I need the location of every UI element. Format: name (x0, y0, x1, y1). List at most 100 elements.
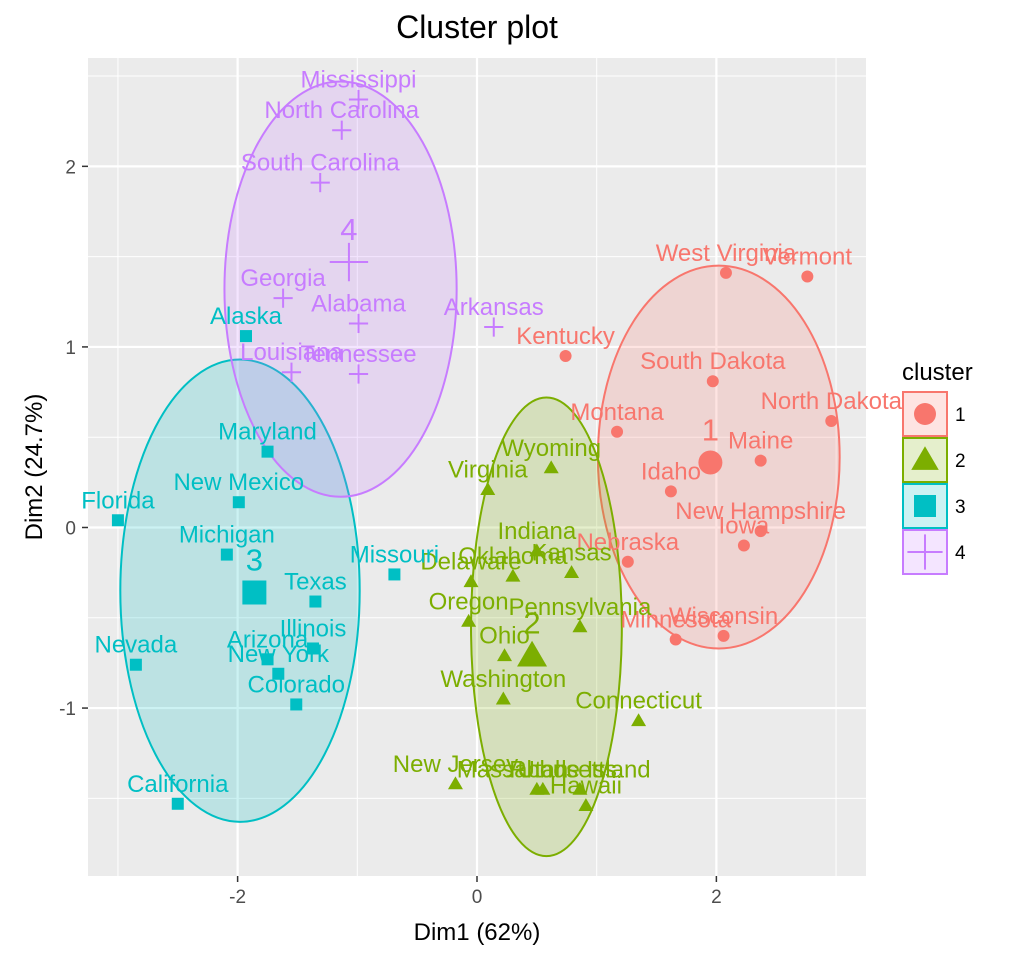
legend: cluster 1 2 3 4 (902, 359, 973, 575)
data-point (447, 776, 463, 790)
point-label: Hawaii (550, 773, 622, 800)
point-label: Michigan (179, 522, 275, 549)
data-point (572, 619, 588, 633)
data-point (463, 574, 479, 588)
data-point (578, 798, 594, 811)
data-point (719, 266, 732, 279)
point-label: Mississippi (300, 67, 416, 94)
data-point (310, 172, 330, 193)
y-tick-label: 0 (65, 518, 76, 539)
point-label: New York (228, 641, 330, 668)
data-point (261, 653, 274, 666)
point-label: West Virginia (656, 240, 797, 267)
point-label: North Carolina (264, 97, 419, 124)
data-point (232, 496, 245, 509)
data-point (309, 595, 322, 608)
point-label: South Carolina (241, 150, 400, 177)
point-label: Wisconsin (669, 603, 778, 630)
point-label: North Dakota (761, 388, 903, 415)
chart-title: Cluster plot (396, 9, 558, 45)
legend-label: 2 (955, 451, 966, 472)
data-point (664, 485, 677, 498)
point-label: Wyoming (501, 435, 601, 462)
data-point (717, 629, 730, 642)
data-point (669, 633, 682, 646)
legend-symbol (914, 495, 936, 517)
x-axis-title: Dim1 (62%) (414, 919, 541, 946)
y-tick-label: 2 (65, 157, 76, 178)
point-label: Rhode Island (509, 756, 650, 783)
data-point (484, 317, 504, 337)
point-label: Maryland (218, 419, 317, 446)
data-point (281, 362, 302, 382)
data-point (572, 781, 588, 795)
data-point (111, 514, 124, 527)
data-point (273, 288, 293, 308)
data-point (388, 568, 401, 581)
point-label: Louisiana (240, 339, 343, 366)
point-label: New Mexico (173, 469, 304, 496)
legend-item-3: 3 (902, 483, 966, 529)
point-label: Washington (440, 666, 566, 693)
cluster-points (111, 89, 838, 811)
x-tick-label: -2 (229, 887, 246, 908)
point-label: Utah (517, 756, 568, 783)
point-label: Oregon (429, 588, 509, 615)
cluster-centroid-1 (698, 450, 723, 475)
data-point (129, 658, 142, 671)
legend-item-1: 1 (902, 391, 966, 437)
point-label: Minnesota (620, 606, 731, 633)
point-label: New Jersey (393, 751, 518, 778)
data-point (621, 555, 634, 568)
data-point (239, 330, 252, 343)
point-label: Arizona (227, 626, 309, 653)
data-point (559, 349, 572, 362)
data-point (706, 375, 719, 388)
point-label: Kansas (532, 540, 612, 567)
data-point (754, 525, 767, 538)
cluster-centroid-2 (517, 640, 548, 667)
data-point (825, 414, 838, 427)
point-label: Delaware (420, 549, 521, 576)
data-point (307, 642, 320, 655)
data-point (754, 454, 767, 467)
legend-symbol (907, 534, 943, 570)
point-label: Georgia (240, 265, 326, 292)
legend-item-4: 4 (902, 529, 966, 575)
point-label: Vermont (763, 243, 853, 270)
point-label: Oklahoma (458, 543, 568, 570)
point-label: Missouri (350, 541, 439, 568)
legend-item-2: 2 (902, 437, 966, 483)
data-point (348, 89, 369, 110)
point-label: Illinois (280, 615, 347, 642)
point-label: Massachusetts (457, 756, 617, 783)
data-point (801, 270, 814, 283)
data-point (171, 797, 184, 810)
y-axis-title: Dim2 (24.7%) (21, 394, 48, 541)
legend-symbol (914, 403, 936, 425)
point-label: Montana (570, 399, 664, 426)
point-label: Arkansas (444, 294, 544, 321)
data-point (737, 539, 750, 552)
point-label: Idaho (641, 458, 701, 485)
data-point (332, 120, 352, 140)
data-point (348, 313, 369, 334)
data-point (505, 568, 521, 582)
cluster-centroid-4 (329, 242, 369, 282)
point-label: Colorado (248, 671, 345, 698)
legend-title: cluster (902, 359, 973, 386)
data-point (461, 613, 477, 627)
data-point (220, 548, 233, 561)
point-label: California (127, 771, 229, 798)
centroid-label: 4 (340, 212, 357, 247)
x-tick-label: 2 (711, 887, 722, 908)
point-label: Indiana (497, 518, 576, 545)
cluster-centroid-3 (242, 580, 267, 605)
point-label: South Dakota (640, 348, 786, 375)
point-label: Alabama (311, 290, 406, 317)
point-label: Maine (728, 428, 793, 455)
data-point (480, 482, 496, 495)
point-label: Kentucky (516, 323, 615, 350)
centroid-label: 3 (246, 542, 263, 577)
